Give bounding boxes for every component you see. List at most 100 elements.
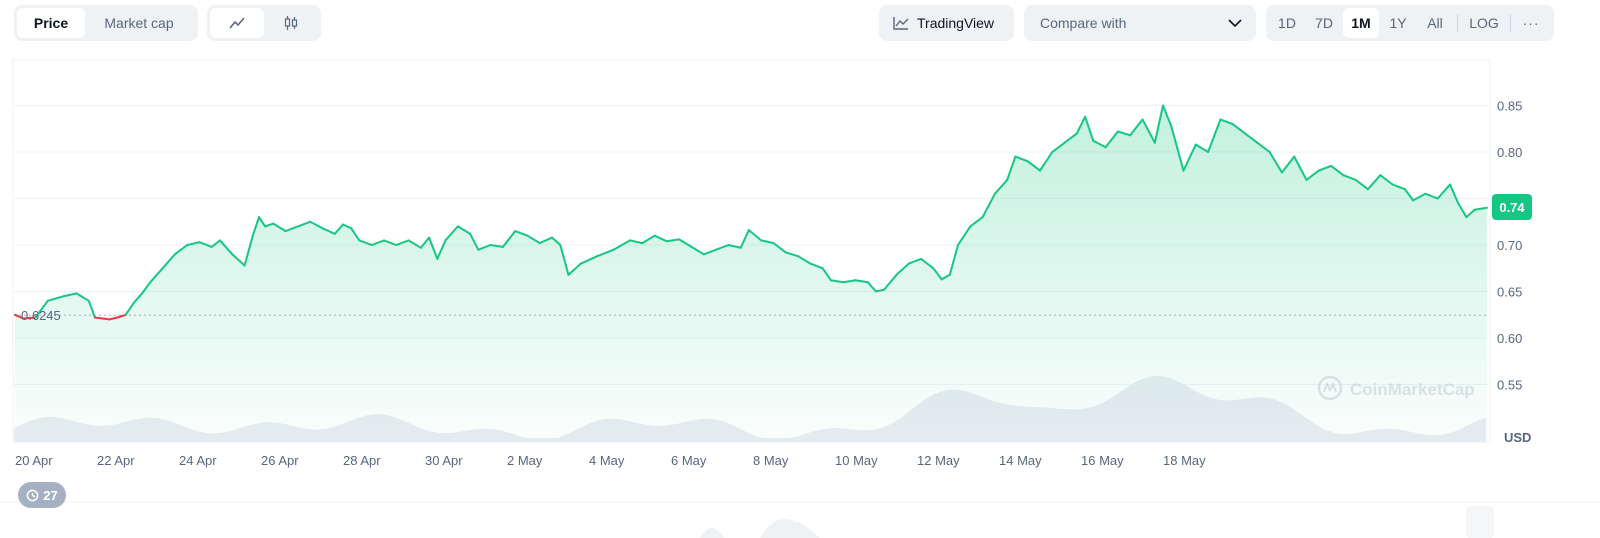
x-tick-label: 28 Apr [343,453,381,468]
price-segment [1268,151,1283,174]
price-segment [1293,155,1308,181]
price-segment [1465,208,1476,219]
price-segment [1449,183,1460,205]
price-segment [94,316,111,321]
price-segment [444,225,459,242]
price-segment [75,292,90,302]
price-segment [514,230,529,237]
range-selector: 1D 7D 1M 1Y All LOG ··· [1266,5,1554,41]
price-segment [395,239,410,246]
range-7d[interactable]: 7D [1315,15,1333,31]
price-segment [108,316,119,321]
price-segment [551,236,562,246]
price-segment [419,236,431,249]
price-segment [1330,164,1345,177]
x-tick-label: 20 Apr [15,453,53,468]
price-segment [1039,151,1054,172]
price-segment [1104,130,1119,149]
x-tick-label: 10 May [835,453,878,468]
price-segment [981,192,996,219]
range-navigator[interactable] [0,501,1600,538]
price-segment [469,232,480,251]
price-segment [219,239,234,256]
tab-market-cap[interactable]: Market cap [104,15,174,31]
price-area [15,105,1487,442]
price-segment [149,267,164,284]
x-tick-label: 16 May [1081,453,1124,468]
price-segment [258,216,267,228]
range-1y[interactable]: 1Y [1389,15,1407,31]
y-tick-label: 0.60 [1497,331,1522,346]
price-segment [1075,115,1087,135]
line-chart-button[interactable] [210,8,264,38]
tab-price[interactable]: Price [17,8,85,38]
price-segment [141,281,152,295]
price-segment [567,262,582,276]
price-segment [264,222,275,228]
price-segment [358,239,373,246]
price-segment [1412,192,1427,202]
navigator-handle[interactable] [1466,506,1494,538]
price-segment [1305,169,1320,181]
range-all[interactable]: All [1427,15,1443,31]
history-badge[interactable]: 27 [18,482,66,508]
line-chart-icon [229,17,245,29]
x-tick-label: 2 May [507,453,543,468]
price-segment [1194,143,1210,153]
price-segment [489,244,504,248]
watermark-text: CoinMarketCap [1350,380,1475,399]
price-segment [727,244,742,249]
price-segment [173,244,189,256]
current-price-tag: 0.74 [1492,194,1532,220]
price-segment [407,239,422,249]
price-segment [1207,118,1222,153]
range-1m[interactable]: 1M [1343,8,1379,38]
price-segment [342,223,353,230]
price-segment [383,239,398,246]
history-count: 27 [43,487,58,503]
price-segment [948,244,959,276]
price-segment [1014,155,1029,163]
price-segment [370,239,385,246]
price-segment [14,313,25,320]
price-segment [1403,188,1415,202]
price-segment [1170,125,1185,172]
candlestick-button[interactable] [264,8,318,38]
price-segment [969,216,984,228]
range-1d[interactable]: 1D [1278,15,1296,31]
price-segment [1436,183,1451,200]
price-segment [653,234,668,243]
price-segment [132,292,144,304]
price-segment [957,225,972,246]
compare-dropdown[interactable]: Compare with [1024,5,1256,41]
price-segment [1219,118,1234,126]
price-segment [22,316,37,320]
price-segment [932,267,943,281]
log-toggle[interactable]: LOG [1469,15,1499,31]
price-segment [116,313,127,319]
y-tick-label: 0.85 [1497,99,1522,114]
coinmarketcap-logo-icon [1317,375,1343,401]
more-options-button[interactable]: ··· [1522,15,1540,31]
currency-label: USD [1504,430,1531,445]
price-segment [477,244,492,251]
x-tick-label: 18 May [1163,453,1206,468]
tradingview-button[interactable]: TradingView [879,5,1014,41]
price-segment [1116,130,1132,137]
price-segment [678,238,693,248]
price-segment [186,241,201,246]
price-segment [1280,155,1296,174]
watermark: CoinMarketCap [1317,375,1475,401]
price-segment [309,220,324,230]
price-segment [243,234,254,267]
price-segment [501,230,517,248]
price-segment [940,273,951,281]
price-segment [272,222,287,233]
price-segment [456,225,472,235]
x-axis: 20 Apr 22 Apr 24 Apr 26 Apr 28 Apr 30 Apr 2 Ma… [15,453,1206,468]
price-segment [1424,192,1439,200]
price-segment [1141,118,1156,144]
price-segment [1473,206,1488,211]
price-segment [231,253,246,267]
